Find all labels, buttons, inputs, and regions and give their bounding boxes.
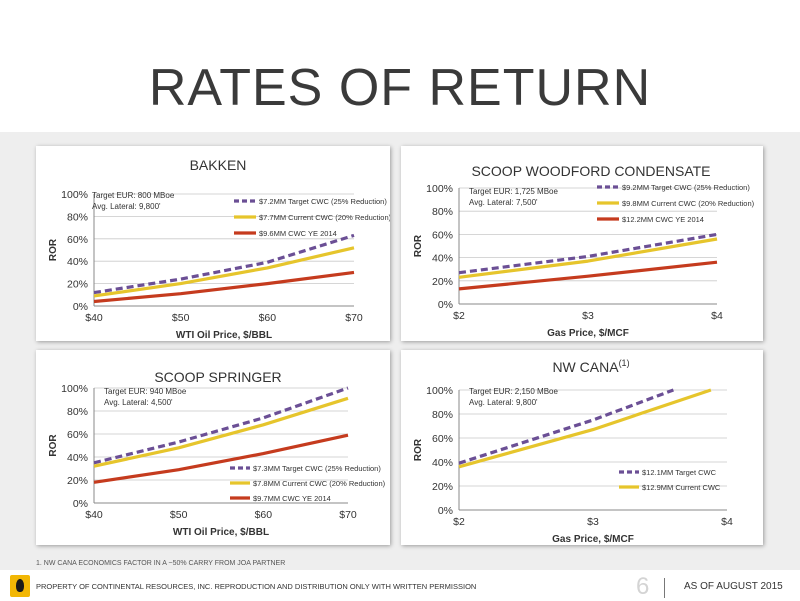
series-line	[93, 246, 355, 298]
chart-title: SCOOP SPRINGER	[154, 369, 281, 385]
y-tick-label: 40%	[432, 253, 453, 265]
x-tick-label: $3	[582, 310, 594, 322]
y-tick-label: 100%	[61, 383, 88, 395]
chart-note: Target EUR: 2,150 MBoe	[469, 387, 558, 396]
chart-title: SCOOP WOODFORD CONDENSATE	[471, 163, 710, 179]
footer	[0, 570, 800, 600]
series-line	[93, 433, 349, 484]
y-tick-label: 20%	[67, 475, 88, 487]
y-tick-label: 100%	[61, 189, 88, 201]
series-line	[458, 388, 674, 465]
y-tick-label: 60%	[432, 433, 453, 445]
x-tick-label: $40	[85, 312, 103, 324]
x-tick-label: $3	[587, 516, 599, 528]
chart-note: Avg. Lateral: 9,800'	[469, 398, 538, 407]
series-line	[93, 396, 349, 468]
series-line	[458, 260, 718, 291]
legend-label: $12.2MM CWC YE 2014	[622, 215, 704, 224]
legend-label: $9.8MM Current CWC (20% Reduction)	[622, 199, 755, 208]
y-tick-label: 20%	[432, 276, 453, 288]
legend-label: $9.2MM Target CWC (25% Reduction)	[622, 183, 750, 192]
x-tick-label: $2	[453, 310, 465, 322]
x-axis-label: WTI Oil Price, $/BBL	[173, 527, 269, 538]
x-tick-label: $50	[170, 509, 188, 521]
y-tick-label: 80%	[67, 211, 88, 223]
x-tick-label: $2	[453, 516, 465, 528]
legend-label: $7.8MM Current CWC (20% Reduction)	[253, 479, 386, 488]
y-tick-label: 60%	[67, 429, 88, 441]
bakken-chart-panel: BAKKEN 0% 20% 40% 60% 80% 100% $40 $50 $60 $70 WTI …	[36, 146, 390, 341]
x-tick-label: $60	[259, 312, 277, 324]
series-line	[458, 388, 712, 469]
x-axis-label: Gas Price, $/MCF	[547, 328, 629, 339]
ror-chart-svg: NW CANA(1) 0% 20% 40% 60% 80% 100% $2 $3 $4 Gas Pr…	[413, 358, 733, 545]
footer-divider	[664, 578, 665, 598]
y-tick-label: 100%	[426, 385, 453, 397]
y-tick-label: 40%	[67, 452, 88, 464]
footer-disclaimer: PROPERTY OF CONTINENTAL RESOURCES, INC. …	[36, 582, 477, 591]
chart-note: Avg. Lateral: 4,500'	[104, 398, 173, 407]
x-tick-label: $4	[711, 310, 723, 322]
legend-label: $12.1MM Target CWC	[642, 468, 717, 477]
y-axis-label: ROR	[413, 438, 424, 461]
x-tick-label: $4	[721, 516, 733, 528]
footnote: 1. NW CANA ECONOMICS FACTOR IN A ~50% CA…	[36, 560, 286, 567]
title-band	[0, 40, 800, 132]
y-tick-label: 80%	[432, 206, 453, 218]
series-line	[93, 386, 349, 465]
y-axis-label: ROR	[413, 234, 424, 257]
ror-chart-svg: BAKKEN 0% 20% 40% 60% 80% 100% $40 $50 $60 $70 WTI …	[48, 157, 390, 341]
ror-chart-svg: SCOOP WOODFORD CONDENSATE 0% 20% 40% 60% 80% 1…	[413, 163, 755, 339]
as-of-date: AS OF AUGUST 2015	[684, 581, 783, 592]
x-axis-label: WTI Oil Price, $/BBL	[176, 330, 272, 341]
legend-label: $12.9MM Current CWC	[642, 483, 721, 492]
series-line	[93, 233, 355, 295]
y-tick-label: 80%	[432, 409, 453, 421]
chart-title: BAKKEN	[190, 157, 247, 173]
legend-label: $7.3MM Target CWC (25% Reduction)	[253, 464, 381, 473]
chart-title: NW CANA(1)	[552, 358, 629, 375]
y-tick-label: 0%	[73, 301, 88, 313]
legend-label: $9.6MM CWC YE 2014	[259, 229, 337, 238]
y-tick-label: 0%	[438, 299, 453, 311]
chart-note: Avg. Lateral: 9,800'	[92, 202, 161, 211]
x-tick-label: $40	[85, 509, 103, 521]
x-tick-label: $60	[255, 509, 273, 521]
chart-note: Target EUR: 940 MBoe	[104, 387, 187, 396]
legend-label: $7.7MM Current CWC (20% Reduction)	[259, 213, 390, 222]
series-line	[458, 237, 718, 279]
page-number: 6	[636, 573, 650, 600]
y-tick-label: 20%	[67, 279, 88, 291]
y-tick-label: 80%	[67, 406, 88, 418]
y-tick-label: 40%	[432, 457, 453, 469]
y-tick-label: 0%	[438, 505, 453, 517]
x-tick-label: $70	[345, 312, 363, 324]
y-tick-label: 100%	[426, 183, 453, 195]
legend-label: $9.7MM CWC YE 2014	[253, 494, 331, 503]
y-axis-label: ROR	[48, 238, 59, 261]
y-tick-label: 20%	[432, 481, 453, 493]
scoop-woodford-chart-panel: SCOOP WOODFORD CONDENSATE 0% 20% 40% 60% 80% 1…	[401, 146, 763, 341]
x-axis-label: Gas Price, $/MCF	[552, 534, 634, 545]
legend-label: $7.2MM Target CWC (25% Reduction)	[259, 197, 387, 206]
series-line	[93, 270, 355, 304]
chart-note: Target EUR: 800 MBoe	[92, 191, 175, 200]
page-title: RATES OF RETURN	[148, 59, 652, 117]
chart-note: Target EUR: 1,725 MBoe	[469, 187, 558, 196]
company-logo-icon	[10, 575, 30, 597]
nw-cana-chart-panel: NW CANA(1) 0% 20% 40% 60% 80% 100% $2 $3 $4 Gas Pr…	[401, 350, 763, 545]
y-tick-label: 40%	[67, 256, 88, 268]
x-tick-label: $50	[172, 312, 190, 324]
chart-note: Avg. Lateral: 7,500'	[469, 198, 538, 207]
scoop-springer-chart-panel: SCOOP SPRINGER 0% 20% 40% 60% 80% 100% $40 $50 $6…	[36, 350, 390, 545]
y-tick-label: 60%	[432, 229, 453, 241]
ror-chart-svg: SCOOP SPRINGER 0% 20% 40% 60% 80% 100% $40 $50 $6…	[48, 369, 386, 538]
y-tick-label: 0%	[73, 498, 88, 510]
y-axis-label: ROR	[48, 434, 59, 457]
y-tick-label: 60%	[67, 234, 88, 246]
x-tick-label: $70	[339, 509, 357, 521]
